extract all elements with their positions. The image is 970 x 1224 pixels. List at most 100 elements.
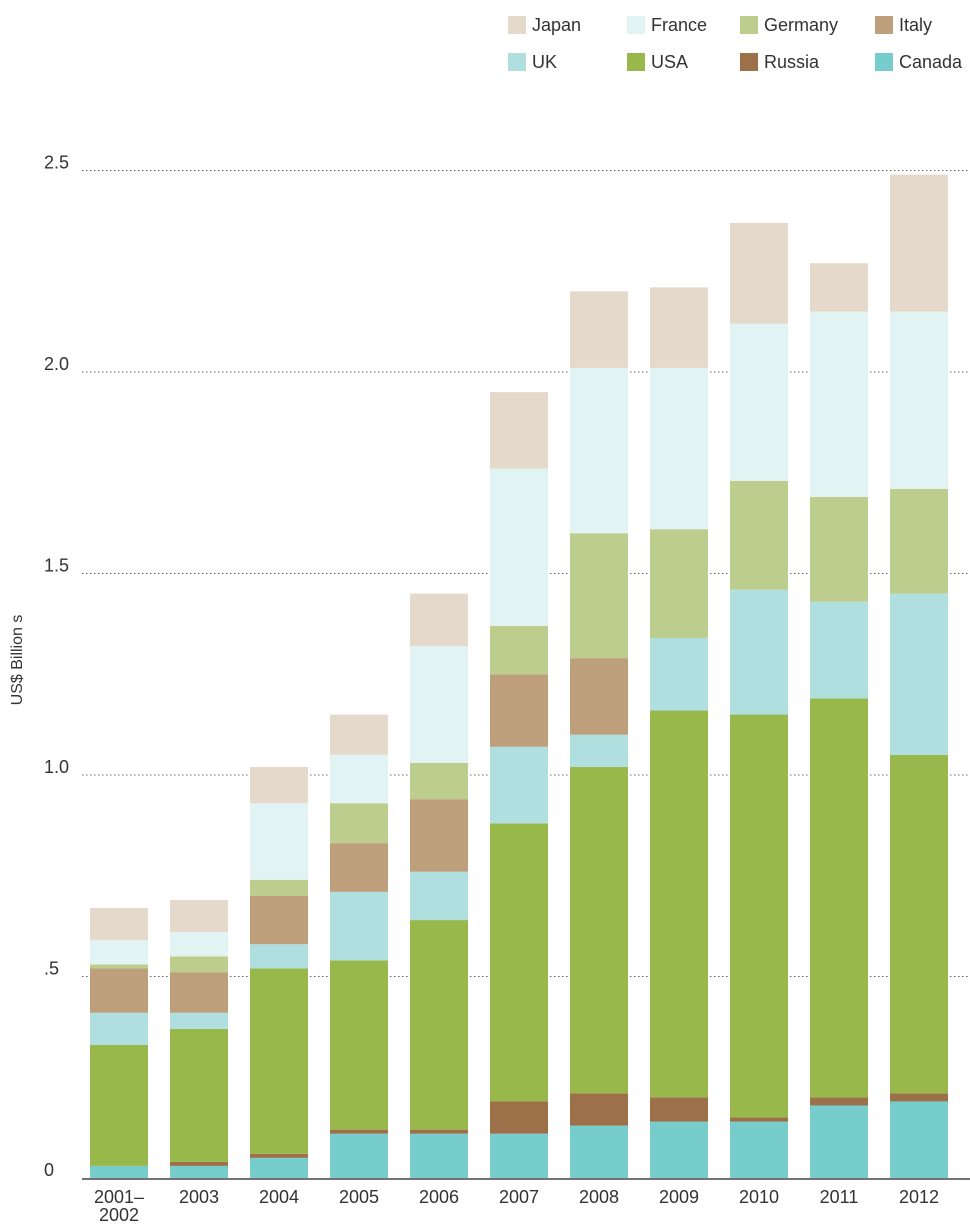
bar-segment-usa bbox=[730, 714, 788, 1118]
bar-segment-germany bbox=[570, 533, 628, 659]
bar-segment-uk bbox=[570, 734, 628, 767]
legend-label: France bbox=[651, 15, 707, 35]
bar-segment-russia bbox=[570, 1093, 628, 1126]
bar-segment-japan bbox=[170, 899, 228, 933]
bar-segment-france bbox=[490, 468, 548, 626]
bar-segment-japan bbox=[250, 766, 308, 804]
bar-segment-france bbox=[410, 646, 468, 763]
bar-segment-canada bbox=[250, 1157, 308, 1178]
bar-segment-france bbox=[810, 311, 868, 497]
legend-swatch bbox=[740, 16, 758, 34]
bar-segment-usa bbox=[170, 1028, 228, 1162]
bar-segment-japan bbox=[810, 263, 868, 312]
legend-item-uk: UK bbox=[508, 52, 557, 72]
bar-segment-russia bbox=[410, 1129, 468, 1134]
x-tick-label: 2008 bbox=[579, 1187, 619, 1207]
bar-segment-canada bbox=[810, 1105, 868, 1178]
bar-segment-russia bbox=[730, 1117, 788, 1122]
bar-segment-france bbox=[250, 803, 308, 880]
x-axis-ticks: 2001– 2002 2003 2004 2005 2006 2007 2008 2009 201… bbox=[94, 1187, 939, 1224]
bar-segment-canada bbox=[170, 1165, 228, 1178]
bar-segment-russia bbox=[890, 1093, 948, 1102]
bar-segment-germany bbox=[490, 625, 548, 675]
bar-segment-italy bbox=[410, 799, 468, 872]
bar-segment-germany bbox=[330, 803, 388, 844]
y-tick-label: 2.5 bbox=[44, 153, 69, 173]
x-tick-label: 2010 bbox=[739, 1187, 779, 1207]
bar-segment-canada bbox=[410, 1133, 468, 1178]
x-tick-label: 2003 bbox=[179, 1187, 219, 1207]
legend-item-germany: Germany bbox=[740, 15, 838, 35]
bar-segment-germany bbox=[890, 488, 948, 594]
x-tick-label: 2012 bbox=[899, 1187, 939, 1207]
bar-segment-canada bbox=[890, 1101, 948, 1178]
bar-segment-uk bbox=[410, 871, 468, 921]
bar-segment-japan bbox=[490, 392, 548, 469]
bar-segment-italy bbox=[570, 658, 628, 735]
bar-segment-uk bbox=[170, 1012, 228, 1029]
bar-segment-japan bbox=[90, 907, 148, 941]
bar-segment-canada bbox=[570, 1125, 628, 1178]
y-tick-label: 1.5 bbox=[44, 556, 69, 576]
legend-swatch bbox=[627, 53, 645, 71]
bar-segment-germany bbox=[90, 964, 148, 969]
bar-segment-italy bbox=[490, 674, 548, 747]
legend-swatch bbox=[508, 16, 526, 34]
bar-segment-japan bbox=[330, 714, 388, 755]
x-tick-label: 2011 bbox=[820, 1187, 859, 1207]
bar-segment-france bbox=[330, 754, 388, 804]
bar-segment-france bbox=[170, 932, 228, 957]
bar-segment-usa bbox=[250, 968, 308, 1154]
bar-segment-japan bbox=[410, 593, 468, 647]
bar-segment-uk bbox=[250, 944, 308, 969]
bar-segment-france bbox=[890, 311, 948, 489]
bar-segment-japan bbox=[650, 287, 708, 368]
bar-segment-uk bbox=[90, 1012, 148, 1046]
bar-segment-germany bbox=[730, 480, 788, 590]
bar-segment-germany bbox=[650, 529, 708, 638]
legend-label: Russia bbox=[764, 52, 820, 72]
bar-segment-canada bbox=[650, 1121, 708, 1178]
bar-segment-germany bbox=[810, 496, 868, 602]
y-tick-label: 2.0 bbox=[44, 354, 69, 374]
bar-segment-italy bbox=[330, 843, 388, 892]
bar-segment-usa bbox=[810, 698, 868, 1098]
bar-segment-usa bbox=[330, 960, 388, 1130]
bar-segment-uk bbox=[810, 601, 868, 699]
bars bbox=[90, 174, 948, 1178]
y-axis-ticks: 0 .5 1.0 1.5 2.0 2.5 bbox=[44, 153, 69, 1181]
bar-segment-japan bbox=[890, 174, 948, 312]
bar-segment-france bbox=[730, 323, 788, 481]
bar-segment-uk bbox=[490, 746, 548, 824]
legend-swatch bbox=[508, 53, 526, 71]
y-axis-title: US$ Billion s bbox=[9, 615, 26, 706]
y-tick-label: 0 bbox=[44, 1160, 54, 1180]
legend-label: UK bbox=[532, 52, 557, 72]
legend-swatch bbox=[740, 53, 758, 71]
legend-swatch bbox=[875, 53, 893, 71]
x-tick-label: 2007 bbox=[499, 1187, 539, 1207]
legend-label: USA bbox=[651, 52, 688, 72]
legend-label: Italy bbox=[899, 15, 932, 35]
bar-segment-usa bbox=[890, 754, 948, 1094]
legend-label: Canada bbox=[899, 52, 963, 72]
bar-segment-germany bbox=[410, 762, 468, 800]
bar-segment-russia bbox=[330, 1129, 388, 1134]
bar-segment-russia bbox=[810, 1097, 868, 1106]
legend-swatch bbox=[875, 16, 893, 34]
bar-segment-italy bbox=[170, 972, 228, 1013]
bar-segment-france bbox=[570, 367, 628, 534]
legend-label: Japan bbox=[532, 15, 581, 35]
bar-segment-russia bbox=[490, 1101, 548, 1134]
x-tick-label: 2009 bbox=[659, 1187, 699, 1207]
bar-segment-japan bbox=[570, 291, 628, 368]
legend-item-italy: Italy bbox=[875, 15, 932, 35]
bar-segment-uk bbox=[650, 637, 708, 711]
legend-item-france: France bbox=[627, 15, 707, 35]
legend-item-russia: Russia bbox=[740, 52, 820, 72]
bar-segment-canada bbox=[90, 1165, 148, 1178]
bar-segment-canada bbox=[730, 1121, 788, 1178]
bar-segment-uk bbox=[890, 593, 948, 755]
bar-segment-uk bbox=[330, 891, 388, 961]
